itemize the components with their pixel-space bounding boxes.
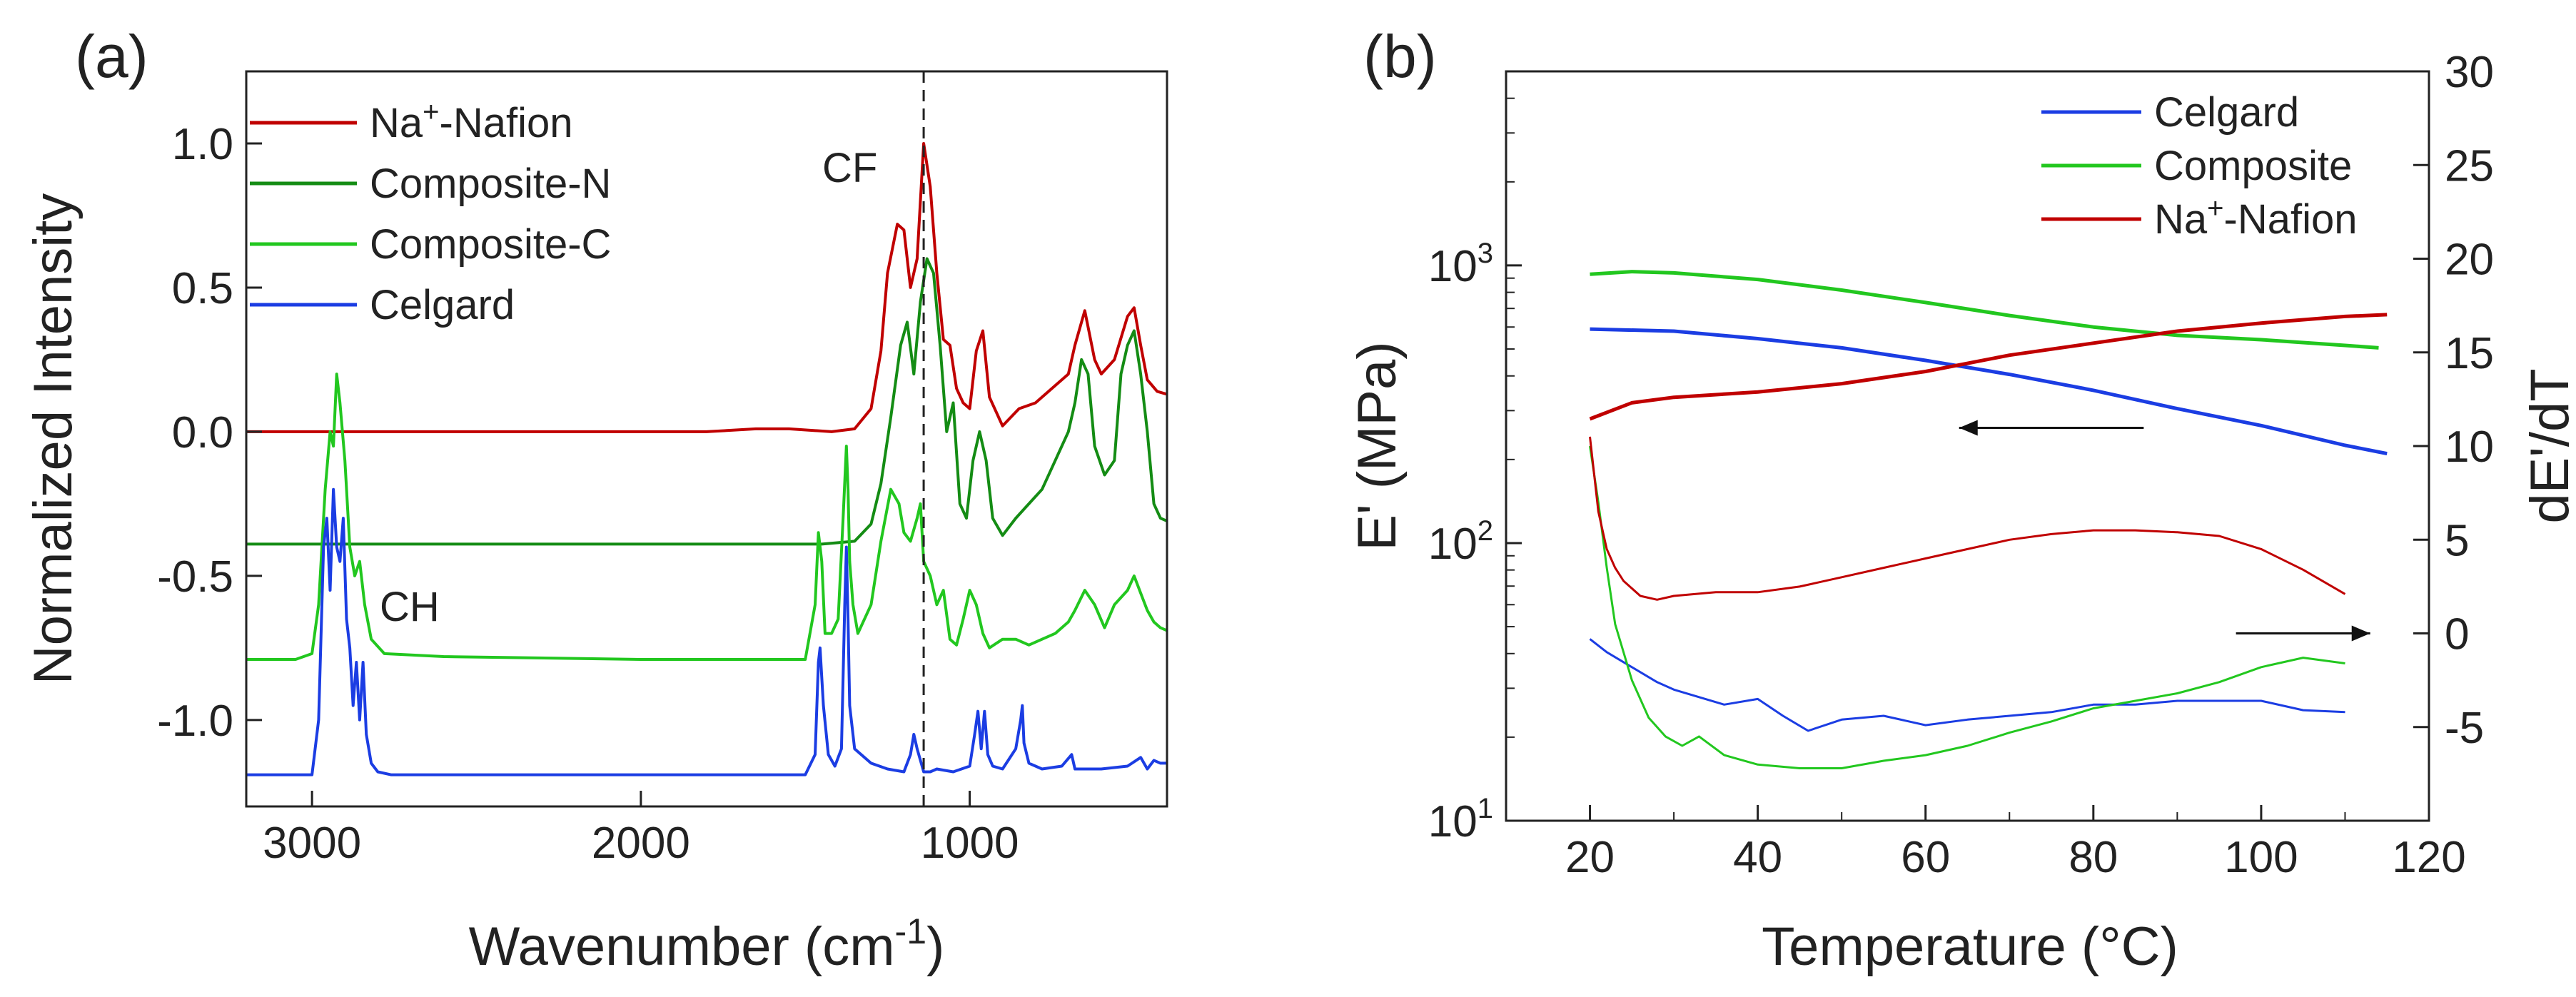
annotation-ch: CH <box>380 584 440 630</box>
panel-a-legend: Na+-Nafion Composite-N Composite-C Celga… <box>250 96 611 328</box>
right-y-tick-label: 0 <box>2445 610 2469 659</box>
series-line-na-nafion-e <box>1589 313 2388 421</box>
series-line-composite-n <box>246 257 1168 546</box>
x-tick-label: 100 <box>2224 833 2298 882</box>
x-tick-label: 20 <box>1565 833 1615 882</box>
series-line-celgard-de-dt <box>1589 638 2345 732</box>
right-y-tick-label: -5 <box>2445 704 2484 753</box>
panel-b-arrows <box>1959 420 2370 642</box>
series-line-celgard <box>246 487 1167 776</box>
panel-a-x-ticks: 3000 2000 1000 <box>263 791 1019 868</box>
panel-a-x-axis-label: Wavenumber (cm-1) <box>469 911 945 977</box>
right-y-tick-label: 5 <box>2445 516 2469 565</box>
left-y-tick-label: 102 <box>1428 515 1493 569</box>
x-tick-label: 80 <box>2069 833 2118 882</box>
series-line-na-nafion-de-dt <box>1589 436 2346 601</box>
panel-b-label: (b) <box>1363 23 1437 90</box>
panel-b-legend: Celgard Composite Na+-Nafion <box>2041 89 2358 243</box>
panel-b-right-y-axis-label: dE'/dT <box>2520 368 2576 523</box>
legend-a-label-composite-c: Composite-C <box>370 221 611 268</box>
panel-a-y-ticks: 1.0 0.5 0.0 -0.5 -1.0 <box>157 120 262 746</box>
y-tick-label: 0.5 <box>172 264 233 313</box>
left-y-tick-label: 101 <box>1428 793 1493 846</box>
series-line-composite-c <box>246 373 1168 661</box>
panel-a-label: (a) <box>75 23 148 90</box>
panel-a-plot-frame <box>245 70 1168 808</box>
right-y-tick-label: 10 <box>2445 422 2494 472</box>
panel-a-y-axis-label: Normalized Intensity <box>23 193 84 685</box>
y-tick-label: 0.0 <box>172 408 233 457</box>
legend-a-label-composite-n: Composite-N <box>370 161 611 207</box>
legend-a-label-nafion: Na+-Nafion <box>370 96 573 146</box>
series-line-celgard-e <box>1590 327 2388 456</box>
panel-b-right-y-ticks: -5 0 5 10 15 20 25 30 <box>2413 48 2494 753</box>
annotation-cf: CF <box>822 145 877 191</box>
series-line-composite-e <box>1590 270 2379 350</box>
right-y-tick-label: 25 <box>2445 141 2494 191</box>
x-tick-label: 3000 <box>263 819 361 868</box>
legend-a-label-celgard: Celgard <box>370 282 515 328</box>
y-tick-label: 1.0 <box>172 120 233 169</box>
y-tick-label: -1.0 <box>157 697 233 746</box>
x-tick-label: 60 <box>1901 833 1950 882</box>
legend-b-label-celgard: Celgard <box>2154 89 2299 136</box>
series-line-na-nafion <box>246 142 1168 433</box>
legend-b-label-composite: Composite <box>2154 143 2352 189</box>
x-tick-label: 1000 <box>921 819 1019 868</box>
arrow-left-left-axis <box>1959 420 2144 436</box>
x-tick-label: 40 <box>1733 833 1782 882</box>
panel-b-series <box>1589 270 2388 769</box>
right-y-tick-label: 20 <box>2445 236 2494 285</box>
right-y-tick-label: 15 <box>2445 329 2494 378</box>
panel-a-series <box>246 142 1168 776</box>
left-y-tick-label: 103 <box>1428 238 1493 291</box>
panel-b-left-y-ticks: 101 102 103 <box>1428 97 1522 846</box>
series-line-composite-de-dt <box>1589 445 2345 769</box>
x-tick-label: 2000 <box>592 819 690 868</box>
legend-b-label-nafion: Na+-Nafion <box>2154 193 2358 243</box>
right-y-tick-label: 30 <box>2445 48 2494 97</box>
arrow-right-right-axis <box>2236 625 2370 642</box>
panel-a: (a) 3000 2000 1000 1.0 0.5 0.0 -0.5 -1.0 CF CH… <box>23 23 1168 977</box>
panel-b-left-y-axis-label: E' (MPa) <box>1347 341 1408 550</box>
panel-b-x-ticks: 20 40 60 80 100 120 <box>1565 805 2466 882</box>
y-tick-label: -0.5 <box>157 552 233 602</box>
x-tick-label: 120 <box>2392 833 2465 882</box>
panel-b-x-axis-label: Temperature (°C) <box>1762 916 2178 977</box>
